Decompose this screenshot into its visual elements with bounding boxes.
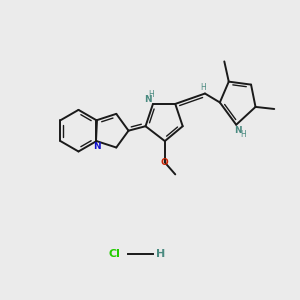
Text: N: N <box>234 126 242 135</box>
Text: O: O <box>161 158 169 167</box>
Text: N: N <box>144 95 152 104</box>
Text: H: H <box>240 130 246 139</box>
Text: H: H <box>148 90 154 99</box>
Text: N: N <box>93 142 100 151</box>
Text: Cl: Cl <box>108 249 120 259</box>
Text: H: H <box>201 83 206 92</box>
Text: H: H <box>156 249 165 259</box>
